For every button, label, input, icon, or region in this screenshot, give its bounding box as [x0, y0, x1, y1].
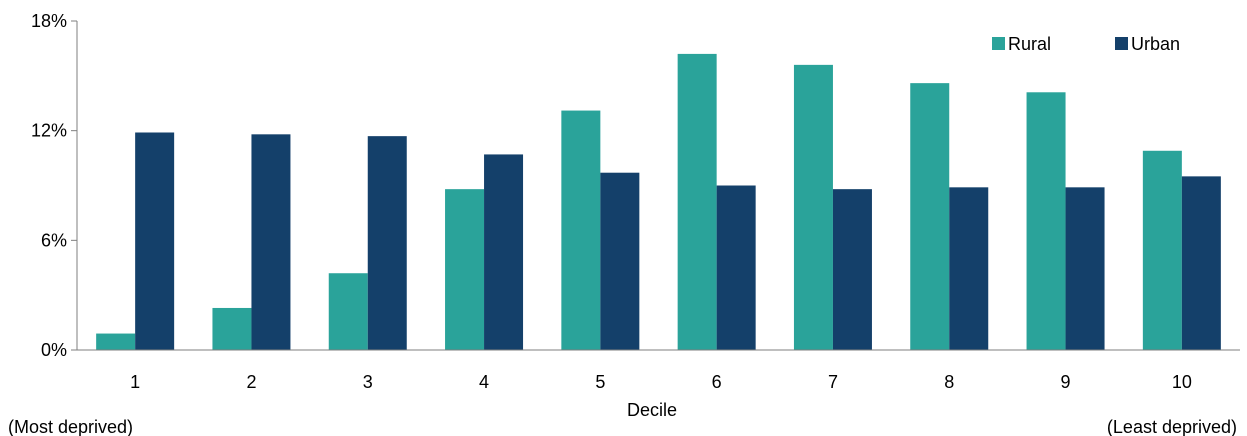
- x-tick-label: 4: [479, 372, 489, 392]
- bars: [96, 53, 1221, 351]
- bar-rural-7: [793, 64, 833, 350]
- x-tick-label: 6: [712, 372, 722, 392]
- annotation-most-deprived: (Most deprived): [8, 417, 133, 436]
- legend-swatch-rural: [992, 37, 1005, 50]
- bar-rural-8: [910, 83, 950, 351]
- legend-swatch-urban: [1115, 37, 1128, 50]
- bar-urban-8: [949, 187, 989, 350]
- x-tick-label: 2: [246, 372, 256, 392]
- bar-rural-9: [1026, 92, 1066, 351]
- x-tick-label: 9: [1061, 372, 1071, 392]
- x-tick-label: 3: [363, 372, 373, 392]
- legend-label-rural: Rural: [1008, 34, 1051, 54]
- bar-urban-3: [367, 136, 407, 350]
- bar-rural-2: [212, 307, 252, 350]
- y-tick-label: 6%: [41, 230, 67, 250]
- bar-rural-6: [677, 53, 717, 351]
- bar-urban-6: [716, 185, 756, 350]
- x-tick-label: 5: [595, 372, 605, 392]
- bar-urban-1: [135, 132, 175, 350]
- y-tick-label: 12%: [31, 121, 67, 141]
- bar-rural-3: [328, 273, 368, 350]
- bar-urban-4: [484, 154, 524, 350]
- y-tick-label: 0%: [41, 340, 67, 360]
- annotation-least-deprived: (Least deprived): [1107, 417, 1237, 436]
- bar-urban-10: [1181, 176, 1221, 350]
- bar-rural-1: [96, 333, 136, 350]
- legend-label-urban: Urban: [1131, 34, 1180, 54]
- x-tick-label: 1: [130, 372, 140, 392]
- legend: Rural Urban: [992, 34, 1180, 54]
- x-axis: 1 2 3 4 5 6 7 8 9 10: [77, 349, 1240, 392]
- bar-urban-9: [1065, 187, 1105, 350]
- bar-rural-5: [561, 110, 601, 350]
- bar-rural-10: [1142, 150, 1182, 350]
- bar-urban-2: [251, 134, 291, 350]
- y-tick-label: 18%: [31, 11, 67, 31]
- bar-urban-5: [600, 172, 640, 350]
- x-axis-title: Decile: [627, 400, 677, 420]
- y-axis: 0% 6% 12% 18%: [31, 11, 78, 360]
- bar-urban-7: [832, 189, 872, 350]
- x-tick-label: 10: [1172, 372, 1192, 392]
- x-tick-label: 8: [944, 372, 954, 392]
- bar-rural-4: [445, 189, 485, 350]
- x-tick-label: 7: [828, 372, 838, 392]
